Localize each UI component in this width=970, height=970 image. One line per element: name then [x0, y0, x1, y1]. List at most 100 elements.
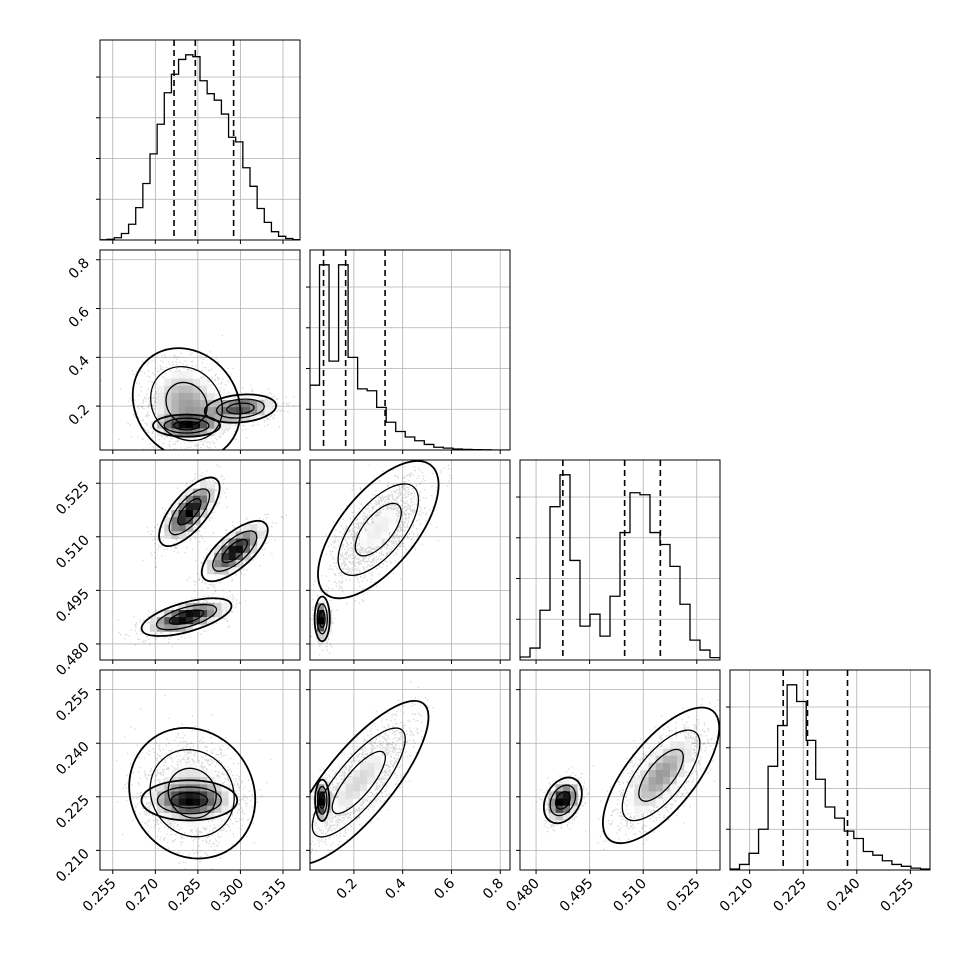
density-cell — [192, 400, 201, 408]
density-cell — [178, 805, 187, 814]
density-cell — [331, 805, 339, 814]
density-cell — [352, 791, 361, 799]
density-cell — [257, 524, 265, 532]
density-cell — [178, 531, 187, 539]
density-cell — [192, 502, 201, 511]
density-cell — [221, 791, 229, 799]
density-cell — [207, 805, 215, 814]
x-tick-label: 0.510 — [610, 876, 650, 916]
density-cell — [324, 624, 332, 632]
density-cell — [178, 791, 187, 799]
scatter-points — [535, 698, 720, 851]
density-cell — [641, 805, 649, 814]
density-cell — [317, 791, 325, 799]
density-cell — [242, 531, 251, 539]
density-cell — [221, 407, 229, 415]
density-cell — [331, 798, 339, 807]
density-cell — [200, 488, 208, 497]
density-cell — [207, 495, 215, 504]
contour-line — [337, 483, 420, 577]
y-tick-label: 0.480 — [53, 639, 93, 679]
x-tick-label: 0.6 — [431, 875, 458, 902]
density-cell — [324, 610, 332, 618]
density-cell — [164, 624, 172, 632]
density-cell — [164, 798, 172, 807]
density-cell — [150, 624, 158, 632]
density-cell — [345, 777, 354, 785]
density-cell — [338, 798, 347, 807]
density-cell — [338, 805, 347, 814]
density-cell — [662, 762, 671, 771]
panel-content — [100, 250, 300, 450]
density-cell — [200, 392, 208, 401]
density-cell — [684, 741, 692, 749]
density-cell — [374, 770, 382, 778]
density-cell — [250, 414, 258, 422]
y-tick-label: 0.4 — [66, 353, 93, 380]
density-cell — [317, 631, 325, 639]
density-cell — [250, 400, 258, 408]
density-cell — [178, 617, 187, 625]
density-cell — [345, 798, 354, 807]
density-cell — [242, 392, 251, 401]
density-cell — [185, 624, 194, 632]
panel-content — [100, 460, 300, 660]
density-cell — [207, 770, 215, 778]
contour-line — [226, 402, 255, 415]
panel-frame — [99, 669, 301, 871]
density-cell — [192, 812, 201, 821]
contour-line — [140, 597, 233, 637]
density-cell — [374, 517, 382, 525]
density-cell — [185, 378, 194, 387]
density-cell — [250, 407, 258, 415]
density-cells — [150, 762, 237, 828]
density-cell — [171, 624, 179, 632]
density-cell — [178, 784, 187, 792]
contour-line — [163, 417, 210, 434]
density-cell — [221, 805, 229, 814]
density-cell — [221, 567, 229, 575]
x-tick-label: 0.4 — [382, 875, 409, 902]
density-cell — [164, 538, 172, 547]
density-cell — [562, 784, 571, 792]
contour-line — [140, 779, 239, 822]
y-tick-label: 0.495 — [53, 586, 93, 626]
panel-frame — [99, 39, 301, 241]
density-cell — [374, 762, 382, 771]
contour-line — [215, 398, 265, 419]
density-cell — [228, 407, 237, 415]
density-cell — [185, 784, 194, 792]
contour-line — [542, 776, 583, 825]
density-cell — [317, 798, 325, 807]
density-cell — [548, 805, 557, 814]
contour-line — [331, 750, 386, 815]
panel-frame — [99, 249, 301, 451]
density-cell — [367, 762, 375, 771]
density-cell — [634, 784, 642, 792]
density-cell — [164, 400, 172, 408]
density-cell — [171, 524, 179, 532]
contour-line — [173, 420, 200, 431]
density-cell — [171, 371, 179, 379]
density-cell — [171, 392, 179, 401]
density-cell — [207, 784, 215, 792]
density-cell — [648, 755, 657, 764]
density-cell — [221, 552, 229, 561]
x-tick-label: 0.2 — [334, 876, 361, 903]
density-cell — [157, 784, 165, 792]
density-cell — [634, 798, 642, 807]
density-cell — [171, 414, 179, 422]
density-cell — [670, 762, 678, 771]
density-cell — [192, 805, 201, 814]
y-tick-label: 0.255 — [53, 685, 93, 725]
density-cell — [374, 531, 382, 539]
density-cell — [648, 784, 657, 792]
density-cell — [178, 502, 187, 511]
density-cell — [150, 791, 158, 799]
density-cell — [381, 517, 389, 525]
density-cell — [677, 741, 685, 749]
density-cell — [214, 777, 222, 785]
panel-frame — [309, 669, 511, 871]
density-cell — [250, 531, 258, 539]
density-cell — [157, 624, 165, 632]
